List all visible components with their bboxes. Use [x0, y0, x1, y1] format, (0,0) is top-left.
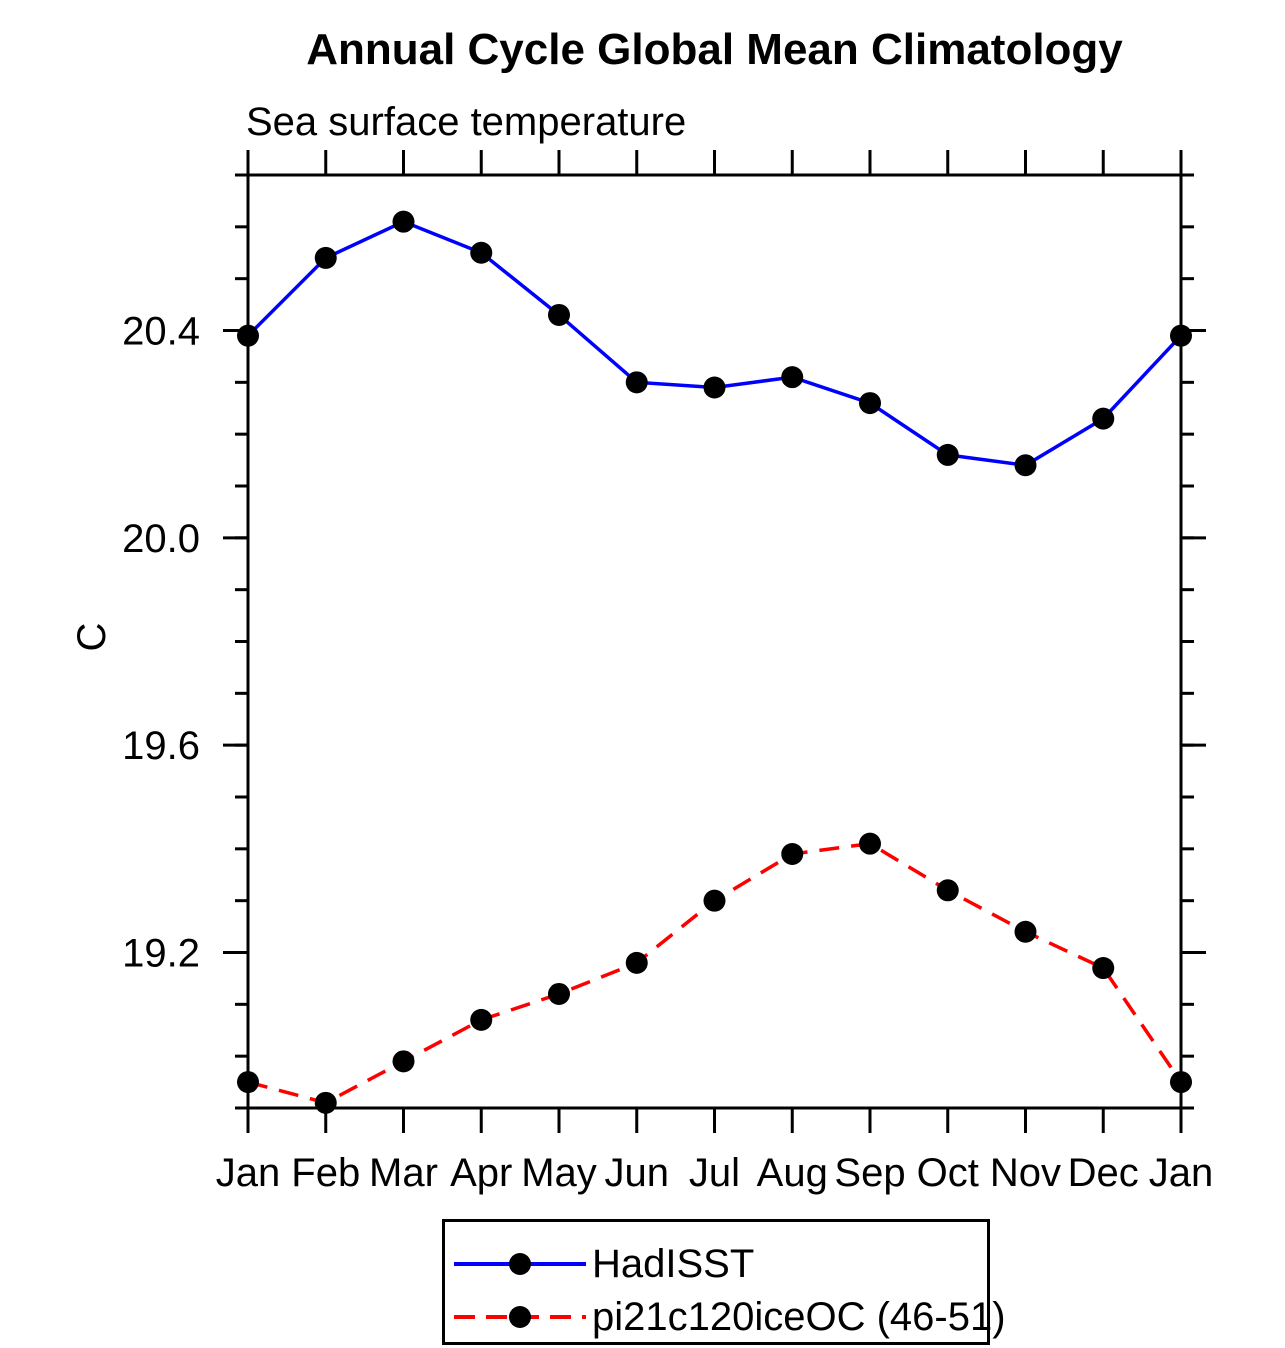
y-tick-label: 20.0 — [122, 517, 200, 561]
data-point-marker — [314, 246, 337, 269]
legend-entry-hadisst: HadISST — [450, 1238, 754, 1290]
x-tick-label: Aug — [757, 1151, 828, 1195]
data-point-marker — [781, 366, 804, 389]
data-point-marker — [237, 1071, 259, 1094]
series-line-hadisst — [246, 219, 1183, 468]
legend-box: HadISST pi21c120iceOC (46-51) — [442, 1219, 1006, 1345]
data-point-marker — [392, 1050, 415, 1073]
x-tick-label: Mar — [369, 1151, 438, 1195]
data-point-marker — [625, 371, 648, 394]
data-point-marker — [936, 443, 959, 466]
plot-frame — [246, 173, 1183, 1110]
legend-entry-pi21c120iceoc: pi21c120iceOC (46-51) — [450, 1291, 1006, 1343]
x-tick-label: Jan — [216, 1151, 281, 1195]
y-tick-label: 19.2 — [122, 932, 200, 976]
data-point-marker — [470, 1008, 493, 1031]
data-point-marker — [1092, 957, 1115, 980]
x-tick-label: Feb — [291, 1151, 360, 1195]
y-tick-label: 20.4 — [122, 310, 200, 354]
data-point-marker — [1170, 1071, 1192, 1094]
chart-subtitle: Sea surface temperature — [246, 100, 687, 144]
x-tick-label: Sep — [834, 1151, 905, 1195]
x-tick-label: Jan — [1149, 1151, 1214, 1195]
data-point-marker — [392, 210, 415, 233]
x-tick-label: Apr — [450, 1151, 512, 1195]
data-point-marker — [1092, 407, 1115, 430]
data-point-marker — [470, 241, 493, 264]
y-tick-label: 19.6 — [122, 724, 200, 768]
data-point-marker — [548, 303, 570, 326]
data-point-marker — [548, 982, 570, 1005]
data-point-marker — [314, 1091, 337, 1114]
series-line-pi21c120iceoc-46-51- — [247, 841, 1183, 1105]
legend-line-sample-dashed — [454, 1306, 586, 1328]
data-point-marker — [625, 951, 648, 974]
data-point-marker — [936, 879, 959, 902]
data-point-marker — [1014, 920, 1037, 943]
x-tick-label: May — [521, 1151, 597, 1195]
chart-title: Annual Cycle Global Mean Climatology — [306, 25, 1123, 74]
legend-label-hadisst: HadISST — [592, 1242, 755, 1286]
data-point-marker — [1170, 324, 1192, 347]
legend-marker-circle — [509, 1253, 531, 1275]
data-point-marker — [859, 392, 881, 415]
data-point-marker — [237, 324, 259, 347]
data-point-marker — [703, 376, 726, 399]
data-point-marker — [1014, 454, 1037, 477]
x-tick-label: Jul — [689, 1151, 740, 1195]
x-tick-label: Jun — [605, 1151, 670, 1195]
legend-line-sample-solid — [454, 1253, 586, 1275]
legend-marker-circle — [509, 1306, 531, 1328]
x-tick-label: Dec — [1068, 1151, 1139, 1195]
legend-label-pi21c120iceoc: pi21c120iceOC (46-51) — [592, 1295, 1006, 1339]
x-tick-label: Nov — [990, 1151, 1061, 1195]
data-point-marker — [703, 889, 726, 912]
data-point-marker — [781, 843, 804, 866]
data-point-marker — [859, 832, 881, 855]
x-tick-label: Oct — [917, 1151, 979, 1195]
